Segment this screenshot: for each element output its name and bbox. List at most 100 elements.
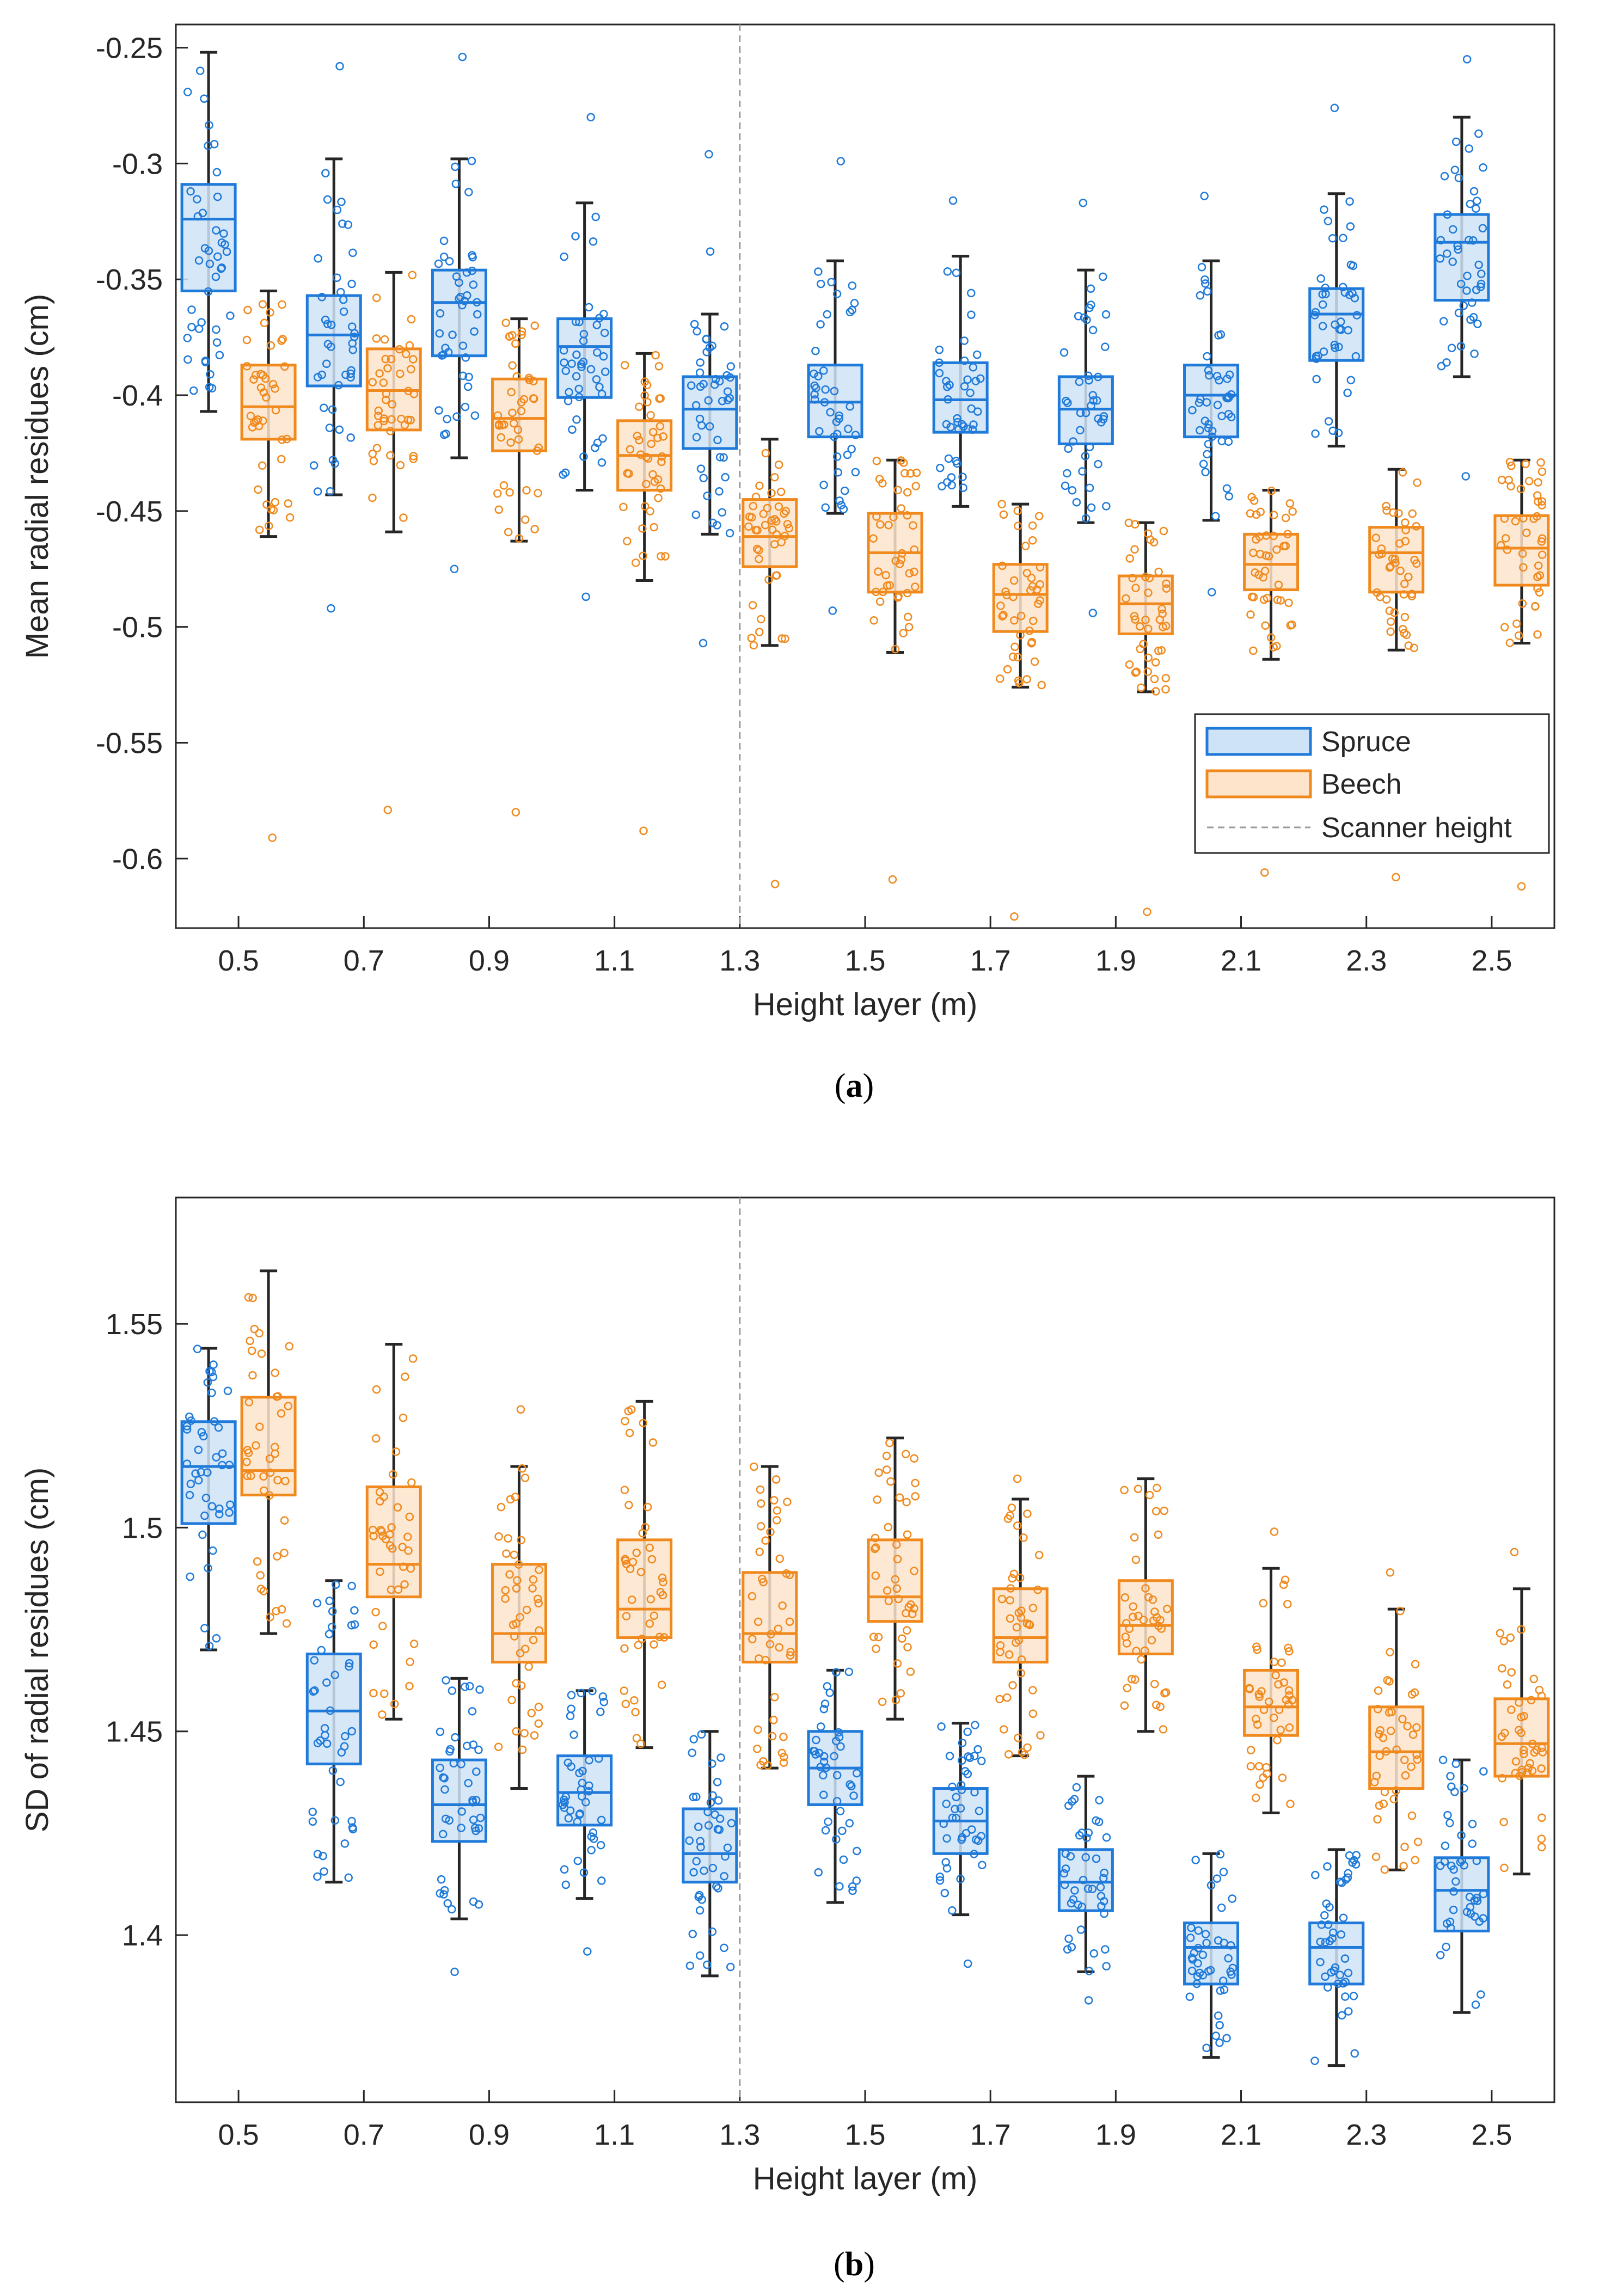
- observation-point: [869, 1632, 878, 1641]
- observation-point: [884, 1597, 893, 1605]
- observation-point: [832, 429, 842, 439]
- observation-point: [1335, 325, 1344, 334]
- observation-point: [960, 336, 969, 345]
- observation-point: [1088, 1884, 1097, 1893]
- observation-point: [497, 1502, 506, 1512]
- observation-point: [726, 373, 734, 382]
- observation-point: [1200, 275, 1209, 284]
- observation-point: [567, 1691, 576, 1699]
- observation-point: [371, 1607, 380, 1617]
- observation-point: [1413, 1755, 1422, 1764]
- observation-point: [1013, 653, 1022, 662]
- observation-point: [757, 615, 765, 624]
- observation-point: [187, 1416, 195, 1425]
- observation-point: [271, 406, 280, 415]
- observation-point: [1318, 322, 1327, 330]
- observation-point: [1101, 342, 1110, 351]
- observation-point: [1017, 1655, 1026, 1664]
- observation-point: [810, 395, 819, 404]
- observation-point: [1316, 274, 1325, 283]
- observation-point: [960, 1767, 970, 1776]
- observation-point: [518, 1745, 527, 1754]
- observation-point: [346, 433, 355, 442]
- legend-label: Beech: [1321, 769, 1401, 800]
- observation-point: [756, 1485, 765, 1494]
- observation-point: [255, 525, 264, 535]
- observation-point: [1350, 1856, 1358, 1865]
- observation-point: [1285, 1647, 1294, 1656]
- observation-point: [1152, 1700, 1161, 1709]
- observation-point: [372, 293, 381, 302]
- observation-point: [770, 1693, 779, 1702]
- observation-point: [1537, 467, 1547, 476]
- observation-point: [1122, 594, 1130, 603]
- observation-point: [971, 1835, 981, 1844]
- observation-point: [1443, 1810, 1452, 1820]
- observation-point: [337, 198, 346, 206]
- y-tick-label: 1.5: [122, 1512, 163, 1544]
- observation-point: [764, 575, 773, 584]
- observation-point: [1277, 1658, 1286, 1667]
- observation-point: [379, 378, 388, 387]
- observation-point: [571, 232, 580, 241]
- observation-point: [1410, 1688, 1419, 1697]
- observation-point: [814, 1868, 823, 1877]
- observation-point: [692, 433, 701, 441]
- observation-point: [1201, 468, 1210, 477]
- observation-point: [1013, 1521, 1022, 1530]
- observation-point: [846, 308, 855, 317]
- observation-point: [774, 460, 783, 469]
- observation-point: [947, 473, 956, 482]
- observation-point: [560, 1865, 569, 1874]
- observation-point: [1145, 573, 1154, 582]
- observation-point: [1328, 234, 1337, 243]
- observation-point: [1187, 1966, 1197, 1975]
- observation-point: [650, 523, 658, 532]
- observation-point: [1398, 1715, 1407, 1723]
- observation-point: [1399, 624, 1407, 634]
- observation-point: [348, 346, 358, 354]
- observation-point: [943, 267, 952, 276]
- observation-point: [1404, 573, 1413, 581]
- observation-point: [1062, 396, 1070, 406]
- observation-point: [1006, 1584, 1015, 1593]
- observation-point: [883, 1586, 892, 1595]
- observation-point: [956, 1874, 965, 1883]
- observation-point: [1096, 1883, 1105, 1892]
- observation-point: [1281, 513, 1290, 523]
- observation-point: [748, 1635, 757, 1643]
- observation-point: [696, 1843, 705, 1852]
- observation-point: [1440, 1857, 1449, 1866]
- observation-point: [1036, 1731, 1045, 1740]
- observation-point: [517, 330, 526, 340]
- observation-point: [1016, 1669, 1026, 1678]
- observation-point: [1102, 1962, 1111, 1970]
- observation-point: [474, 1745, 483, 1754]
- observation-point: [658, 452, 666, 461]
- observation-point: [886, 1477, 895, 1486]
- observation-point: [1085, 443, 1094, 451]
- observation-point: [779, 1733, 788, 1741]
- observation-point: [1443, 210, 1452, 219]
- observation-point: [1130, 1533, 1139, 1542]
- observation-point: [1457, 1831, 1466, 1840]
- observation-point: [944, 454, 953, 463]
- observation-point: [881, 570, 890, 580]
- observation-point: [960, 356, 969, 365]
- observation-point: [835, 411, 843, 420]
- observation-point: [534, 1599, 543, 1608]
- observation-point: [502, 1549, 511, 1558]
- observation-point: [958, 1756, 966, 1765]
- observation-point: [371, 1434, 381, 1443]
- observation-point: [1324, 217, 1333, 225]
- observation-point: [851, 468, 860, 477]
- observation-point: [948, 1813, 957, 1822]
- observation-point: [891, 1575, 899, 1584]
- observation-point: [1203, 287, 1212, 296]
- observation-point: [1215, 2021, 1224, 2030]
- observation-point: [1322, 1899, 1331, 1908]
- observation-point: [882, 1451, 891, 1460]
- observation-point: [1273, 596, 1282, 604]
- observation-point: [378, 1710, 387, 1719]
- observation-point: [262, 500, 271, 509]
